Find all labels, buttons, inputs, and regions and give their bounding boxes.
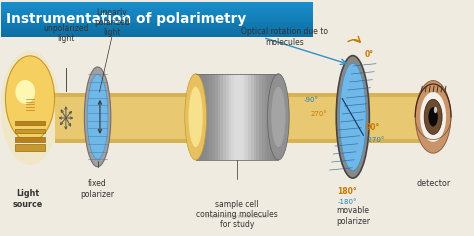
FancyBboxPatch shape (240, 74, 244, 160)
FancyBboxPatch shape (243, 74, 246, 160)
FancyBboxPatch shape (0, 36, 313, 38)
FancyBboxPatch shape (237, 74, 241, 160)
FancyBboxPatch shape (229, 74, 232, 160)
FancyBboxPatch shape (0, 23, 313, 25)
Text: -90°: -90° (304, 97, 319, 103)
FancyBboxPatch shape (0, 25, 313, 27)
Text: -180°: -180° (337, 198, 357, 205)
FancyBboxPatch shape (220, 74, 224, 160)
FancyBboxPatch shape (207, 74, 210, 160)
FancyBboxPatch shape (204, 74, 208, 160)
Ellipse shape (189, 87, 203, 147)
FancyBboxPatch shape (15, 121, 45, 125)
Ellipse shape (271, 87, 285, 147)
FancyBboxPatch shape (0, 22, 313, 23)
FancyBboxPatch shape (0, 2, 313, 4)
Ellipse shape (428, 107, 438, 126)
FancyBboxPatch shape (0, 18, 313, 20)
Text: Instrumentation of polarimetry: Instrumentation of polarimetry (6, 12, 246, 26)
FancyBboxPatch shape (0, 30, 313, 32)
FancyBboxPatch shape (0, 9, 313, 11)
Ellipse shape (336, 56, 369, 178)
FancyBboxPatch shape (0, 29, 313, 30)
Ellipse shape (420, 92, 446, 142)
FancyBboxPatch shape (0, 6, 313, 8)
FancyBboxPatch shape (0, 15, 313, 16)
Ellipse shape (185, 74, 207, 160)
FancyBboxPatch shape (0, 34, 313, 36)
FancyBboxPatch shape (251, 74, 255, 160)
FancyBboxPatch shape (210, 74, 213, 160)
Ellipse shape (0, 51, 60, 165)
Text: 180°: 180° (337, 187, 357, 196)
Ellipse shape (415, 80, 451, 153)
Text: 270°: 270° (310, 111, 327, 117)
FancyBboxPatch shape (0, 8, 313, 9)
FancyBboxPatch shape (0, 13, 313, 15)
Text: Linearly
polarized
light: Linearly polarized light (94, 8, 129, 38)
Text: unpolarized
light: unpolarized light (43, 24, 89, 43)
FancyBboxPatch shape (55, 93, 424, 97)
FancyBboxPatch shape (254, 74, 257, 160)
Text: -270°: -270° (366, 137, 385, 143)
FancyBboxPatch shape (245, 74, 249, 160)
FancyBboxPatch shape (212, 74, 216, 160)
FancyBboxPatch shape (223, 74, 227, 160)
FancyBboxPatch shape (273, 74, 276, 160)
Ellipse shape (424, 99, 442, 135)
Ellipse shape (267, 74, 289, 160)
FancyBboxPatch shape (275, 74, 279, 160)
FancyBboxPatch shape (15, 144, 45, 151)
FancyBboxPatch shape (0, 11, 313, 13)
FancyBboxPatch shape (0, 20, 313, 22)
Text: movable
polarizer: movable polarizer (336, 206, 370, 226)
FancyBboxPatch shape (0, 32, 313, 34)
FancyBboxPatch shape (15, 129, 45, 133)
Ellipse shape (434, 107, 437, 113)
FancyBboxPatch shape (0, 27, 313, 29)
Text: Optical rotation due to
molecules: Optical rotation due to molecules (241, 27, 328, 47)
FancyBboxPatch shape (264, 74, 268, 160)
FancyBboxPatch shape (231, 74, 235, 160)
Ellipse shape (84, 67, 111, 167)
Text: fixed
polarizer: fixed polarizer (81, 179, 115, 199)
FancyBboxPatch shape (270, 74, 274, 160)
FancyBboxPatch shape (215, 74, 219, 160)
Ellipse shape (87, 74, 108, 159)
Text: Priyamstudycentre.com: Priyamstudycentre.com (206, 214, 268, 219)
FancyBboxPatch shape (234, 74, 238, 160)
Text: detector: detector (416, 179, 450, 188)
FancyBboxPatch shape (0, 4, 313, 6)
FancyBboxPatch shape (55, 139, 424, 143)
FancyBboxPatch shape (218, 74, 221, 160)
FancyBboxPatch shape (15, 137, 45, 142)
Ellipse shape (339, 63, 366, 170)
FancyBboxPatch shape (199, 74, 202, 160)
Ellipse shape (5, 56, 55, 142)
FancyBboxPatch shape (55, 93, 424, 143)
Ellipse shape (16, 80, 35, 104)
Text: 0°: 0° (365, 50, 374, 59)
FancyBboxPatch shape (267, 74, 271, 160)
FancyBboxPatch shape (259, 74, 263, 160)
FancyBboxPatch shape (196, 74, 200, 160)
FancyBboxPatch shape (226, 74, 230, 160)
FancyBboxPatch shape (248, 74, 252, 160)
Text: sample cell
containing molecules
for study: sample cell containing molecules for stu… (196, 200, 278, 229)
FancyBboxPatch shape (262, 74, 265, 160)
FancyBboxPatch shape (201, 74, 205, 160)
FancyBboxPatch shape (0, 16, 313, 18)
Text: 90°: 90° (366, 123, 380, 132)
FancyBboxPatch shape (256, 74, 260, 160)
Text: Light
source: Light source (13, 190, 43, 209)
